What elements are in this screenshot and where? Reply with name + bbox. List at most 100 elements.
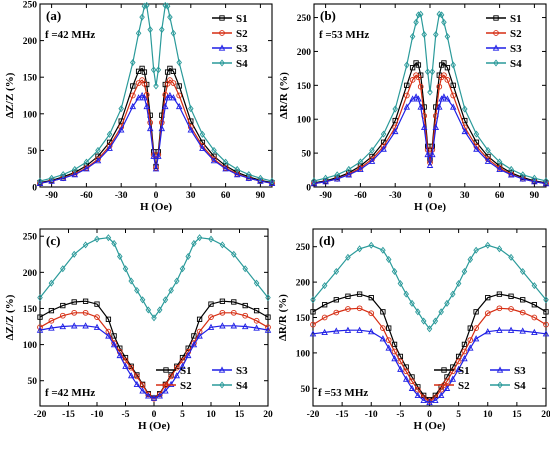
- data-point: [322, 178, 329, 185]
- data-point: [461, 348, 468, 355]
- data-point: [245, 174, 253, 181]
- data-point: [143, 1, 150, 9]
- x-tick-label: -60: [354, 191, 367, 201]
- y-tick-label: 150: [296, 314, 311, 324]
- data-point: [208, 235, 214, 243]
- data-point: [333, 175, 341, 182]
- data-point: [531, 328, 538, 336]
- data-point: [485, 146, 491, 154]
- data-point: [83, 165, 90, 172]
- legend-marker: [493, 59, 499, 67]
- data-point: [496, 245, 503, 253]
- data-point: [167, 65, 173, 72]
- frequency-annotation: f =42 MHz: [45, 29, 95, 41]
- data-point: [346, 165, 352, 173]
- legend-marker: [496, 366, 504, 373]
- series-line-s3: [312, 329, 547, 404]
- data-point: [122, 265, 129, 273]
- data-point: [129, 102, 137, 110]
- legend-label-s2: S2: [458, 380, 470, 392]
- data-point: [450, 92, 457, 99]
- y-axis-title: ΔZ/Z (%): [4, 294, 16, 340]
- series-line-s2: [312, 307, 547, 402]
- panel-label: (b): [320, 8, 336, 23]
- data-point: [473, 309, 479, 315]
- data-point: [334, 171, 340, 179]
- data-point: [461, 267, 468, 276]
- data-point: [70, 322, 78, 329]
- data-point: [150, 66, 157, 74]
- series-line-s4: [312, 244, 547, 330]
- x-tick-label: 10: [483, 410, 493, 420]
- data-point: [211, 146, 217, 154]
- data-point: [368, 328, 375, 335]
- legend-marker: [219, 59, 225, 67]
- data-point: [455, 365, 462, 372]
- data-point: [467, 255, 474, 263]
- legend-marker: [218, 44, 226, 51]
- x-axis-title: H (Oe): [414, 201, 446, 213]
- data-point: [242, 302, 248, 309]
- data-point: [472, 335, 480, 342]
- data-point: [417, 103, 424, 110]
- x-tick-label: -5: [396, 410, 404, 420]
- data-point: [357, 158, 364, 166]
- data-point: [135, 68, 142, 74]
- data-point: [158, 124, 166, 132]
- legend-label-s2: S2: [180, 380, 192, 392]
- data-point: [110, 341, 118, 348]
- data-point: [60, 265, 66, 273]
- x-tick-label: 20: [541, 410, 550, 420]
- data-point: [391, 348, 398, 355]
- data-point: [207, 323, 215, 330]
- x-tick-label: 0: [427, 410, 432, 420]
- data-point: [257, 177, 264, 184]
- data-point: [185, 252, 191, 260]
- data-point: [176, 92, 183, 99]
- data-point: [437, 391, 445, 399]
- legend-label-s1: S1: [458, 365, 470, 377]
- data-point: [174, 277, 180, 285]
- series-s4: [311, 10, 549, 185]
- x-tick-label: 5: [180, 410, 185, 420]
- legend-marker: [219, 15, 225, 21]
- data-point: [368, 310, 375, 317]
- legend-label-s1: S1: [180, 365, 192, 377]
- series-line-s3: [39, 94, 273, 184]
- data-point: [542, 180, 550, 187]
- data-point: [429, 150, 436, 158]
- data-point: [156, 392, 163, 399]
- data-point: [496, 326, 503, 333]
- x-tick-label: -30: [389, 191, 402, 201]
- data-point: [170, 68, 177, 74]
- data-point: [391, 127, 399, 135]
- data-point: [520, 171, 526, 179]
- series-s4: [310, 241, 549, 333]
- data-point: [440, 93, 448, 100]
- data-point: [190, 341, 198, 348]
- data-point: [496, 305, 503, 312]
- data-point: [199, 130, 206, 138]
- data-point: [409, 77, 416, 83]
- plot-frame: [39, 3, 273, 188]
- x-tick-label: 90: [256, 191, 266, 201]
- data-point: [417, 10, 424, 18]
- data-point: [321, 314, 328, 321]
- data-point: [543, 177, 549, 185]
- data-point: [409, 33, 416, 41]
- data-point: [141, 94, 148, 101]
- data-point: [105, 234, 112, 242]
- data-point: [507, 326, 515, 333]
- data-point: [127, 372, 135, 379]
- data-point: [94, 314, 100, 320]
- data-point: [380, 145, 387, 152]
- data-point: [175, 102, 183, 110]
- frequency-annotation: f =42 MHz: [45, 387, 95, 399]
- data-point: [105, 316, 112, 322]
- data-point: [357, 165, 364, 173]
- data-point: [116, 351, 124, 359]
- data-point: [211, 156, 217, 163]
- data-point: [432, 396, 439, 403]
- data-point: [59, 322, 67, 330]
- data-point: [409, 299, 415, 307]
